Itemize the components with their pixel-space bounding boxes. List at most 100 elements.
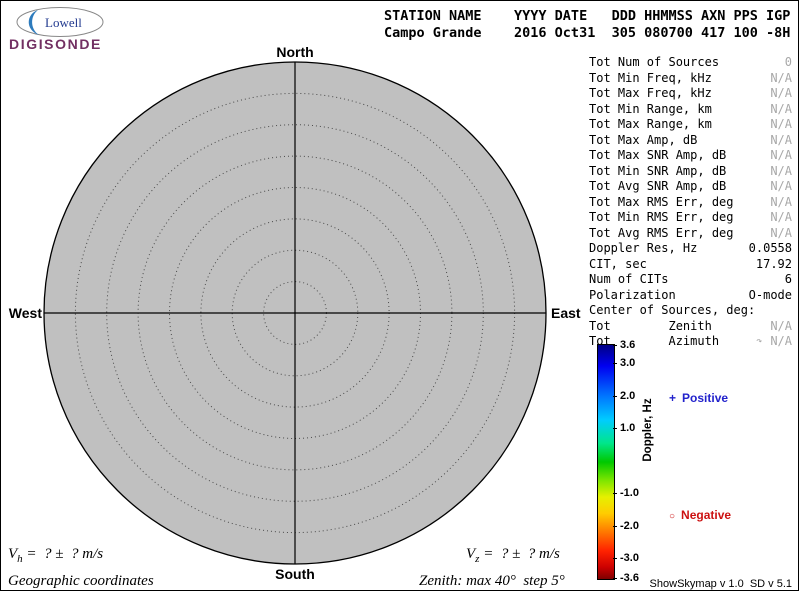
tick-value: 3.0: [620, 357, 636, 369]
stat-value: N/A: [770, 132, 792, 147]
tick-value: -2.0: [620, 520, 639, 532]
stat-row: CIT, sec 17.92: [589, 257, 792, 273]
tick-value: -1.0: [620, 487, 639, 499]
stat-label: Tot Min RMS Err, deg: [589, 210, 734, 224]
stat-value: N/A: [770, 194, 792, 209]
compass-label-west: West: [8, 305, 42, 321]
colorbar-tick: -3.6: [613, 572, 639, 584]
compass-label-east: East: [551, 305, 581, 321]
stat-label: Tot Avg SNR Amp, dB: [589, 179, 727, 193]
tick-mark: [613, 344, 617, 346]
stat-row: Tot Min SNR Amp, dB N/A: [589, 164, 792, 180]
stat-label: Center of Sources, deg:: [589, 303, 756, 317]
stat-label: CIT, sec: [589, 256, 647, 271]
stat-row: Tot Min Range, km N/A: [589, 102, 792, 118]
stat-row: Tot Num of Sources 0: [589, 55, 792, 71]
stat-row: Tot Max Amp, dB N/A: [589, 133, 792, 149]
legend-positive: + Positive: [669, 391, 728, 405]
stat-label: Tot Max Range, km: [589, 117, 712, 131]
tick-value: 3.6: [620, 339, 636, 351]
stat-value: N/A: [770, 117, 792, 131]
stat-value: 6: [784, 272, 792, 286]
colorbar-tick: 3.6: [613, 339, 635, 351]
stat-label: Num of CITs: [589, 272, 669, 286]
stat-label: Tot Max SNR Amp, dB: [589, 148, 727, 162]
vh-value: = ? ± ? m/s: [22, 546, 104, 562]
colorbar-tick: -3.0: [613, 552, 639, 564]
header-station-values: Campo Grande 2016 Oct31 305 080700 417 1…: [384, 25, 791, 41]
tick-mark: [613, 525, 617, 527]
stat-row: Polarization O-mode: [589, 288, 792, 304]
stat-row: Num of CITs 6: [589, 272, 792, 288]
stat-value: N/A: [770, 101, 792, 116]
stats-panel: Tot Num of Sources 0 Tot Min Freq, kHz N/A…: [589, 55, 792, 350]
vz-value: = ? ± ? m/s: [479, 546, 560, 562]
colorbar-axis-title: Doppler, Hz: [642, 398, 654, 462]
vh-subscript: h: [17, 553, 23, 565]
compass-label-south: South: [275, 566, 315, 582]
stat-label: Tot Max Amp, dB: [589, 132, 698, 147]
stat-value: 0.0558: [748, 241, 792, 255]
stat-row: Tot Max Freq, kHz N/A: [589, 86, 792, 102]
stat-row: Tot Max RMS Err, deg N/A: [589, 195, 792, 211]
colorbar-tick: 3.0: [613, 357, 635, 369]
rotation-arrow-icon: ↷: [756, 336, 763, 347]
tick-value: 2.0: [620, 390, 636, 402]
stat-value: N/A: [770, 334, 792, 348]
zenith-scale-note: Zenith: max 40° step 5°: [419, 573, 565, 589]
legend-positive-label: Positive: [682, 391, 729, 405]
stat-value: N/A: [770, 225, 792, 240]
coordinate-system-label: Geographic coordinates: [8, 573, 154, 589]
stat-row: Tot Max SNR Amp, dB N/A: [589, 148, 792, 164]
stat-value: N/A: [770, 148, 792, 162]
colorbar-tick: -1.0: [613, 487, 639, 499]
stat-label: Tot Max Freq, kHz: [589, 86, 712, 100]
stat-label: Tot Num of Sources: [589, 55, 720, 69]
tick-mark: [613, 492, 617, 494]
tick-value: 1.0: [620, 422, 636, 434]
stat-label: Doppler Res, Hz: [589, 241, 698, 255]
plus-icon: +: [669, 391, 677, 405]
stat-label: Tot Max RMS Err, deg: [589, 194, 734, 209]
colorbar-tick: 2.0: [613, 390, 635, 402]
stat-value: 0: [784, 55, 792, 69]
logo-brand-text: Lowell: [45, 15, 82, 30]
stat-value: N/A: [770, 86, 792, 100]
stat-value: N/A: [770, 179, 792, 193]
stat-row: Tot Zenith N/A: [589, 319, 792, 335]
legend-negative-label: Negative: [681, 508, 732, 522]
stat-row: Tot Max Range, km N/A: [589, 117, 792, 133]
tick-mark: [613, 577, 617, 579]
horizontal-velocity-readout: Vh = ? ± ? m/s: [8, 546, 103, 565]
lowell-logo: Lowell: [16, 7, 104, 37]
stat-value: N/A: [770, 163, 792, 178]
colorbar-tick: -2.0: [613, 520, 639, 532]
stat-value: O-mode: [748, 287, 792, 302]
app-version-label: ShowSkymap v 1.0 SD v 5.1: [649, 578, 792, 590]
stat-label: Polarization: [589, 287, 676, 302]
stat-label: Tot Min Freq, kHz: [589, 70, 712, 85]
logo-product-name: DIGISONDE: [9, 36, 102, 52]
stat-label: Tot Min SNR Amp, dB: [589, 163, 727, 178]
stat-value: N/A: [770, 70, 792, 85]
vz-symbol: V: [466, 546, 476, 562]
legend-negative: ○ Negative: [669, 508, 731, 522]
stat-row: Tot Min Freq, kHz N/A: [589, 71, 792, 87]
stat-value: N/A: [770, 318, 792, 333]
logo-oval: [16, 7, 104, 37]
compass-label-north: North: [276, 44, 314, 60]
circle-icon: ○: [669, 511, 676, 522]
tick-mark: [613, 362, 617, 364]
stat-row: Center of Sources, deg:: [589, 303, 792, 319]
tick-mark: [613, 427, 617, 429]
tick-value: -3.6: [620, 572, 639, 584]
colorbar-tick: 1.0: [613, 422, 635, 434]
vh-symbol: V: [8, 546, 18, 562]
stat-row: Tot Avg SNR Amp, dB N/A: [589, 179, 792, 195]
header-column-labels: STATION NAME YYYY DATE DDD HHMMSS AXN PP…: [384, 8, 791, 24]
vz-subscript: z: [475, 553, 480, 565]
tick-value: -3.0: [620, 552, 639, 564]
